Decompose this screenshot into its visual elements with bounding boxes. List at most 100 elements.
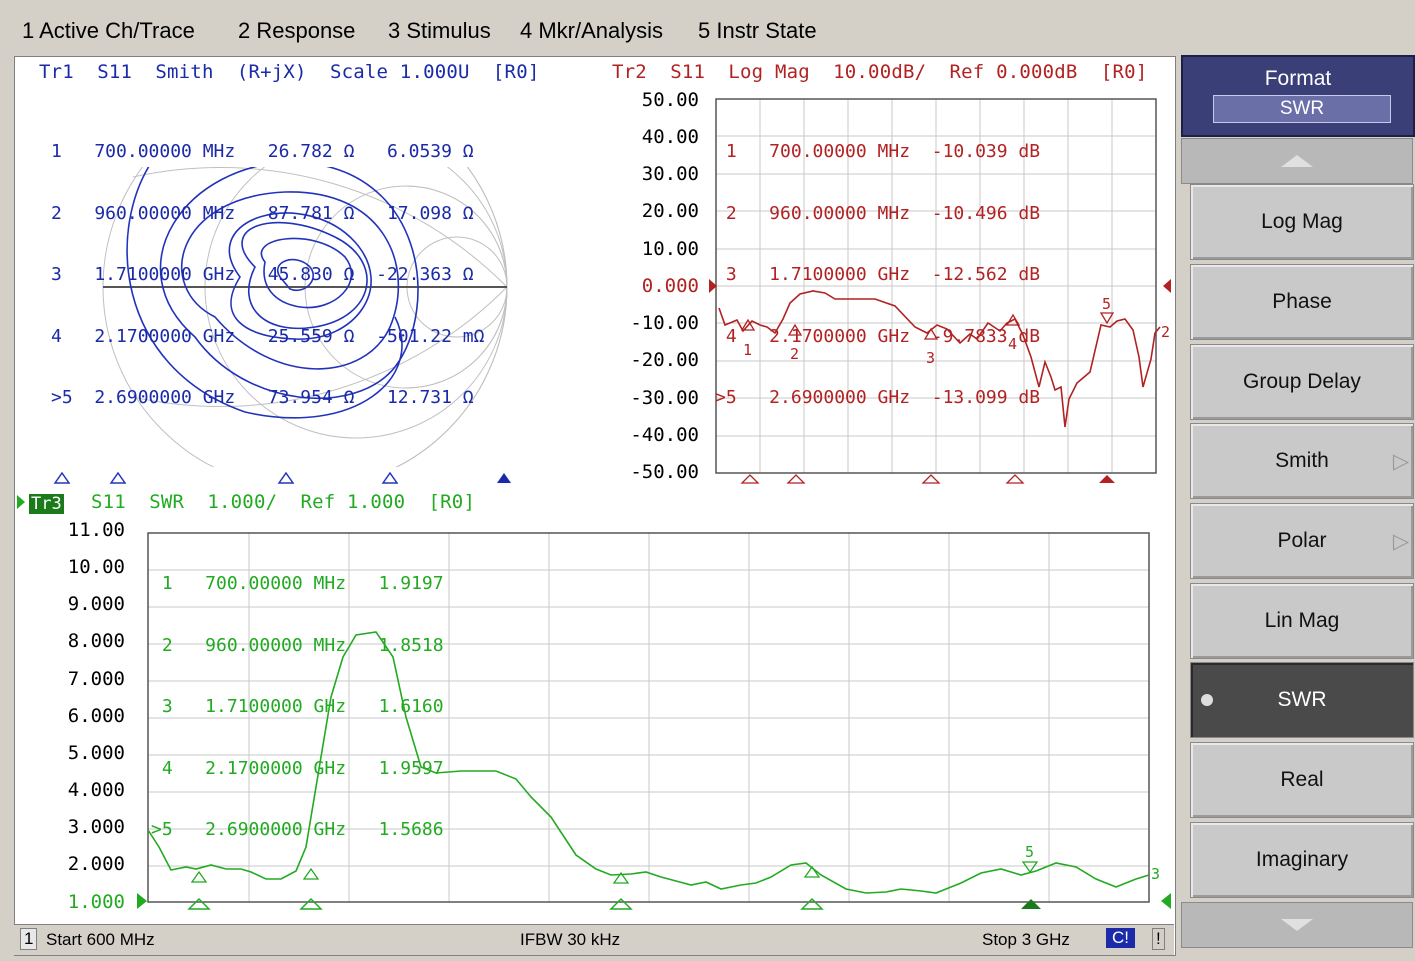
tr2-marker-label-3: 3 (926, 349, 935, 367)
menu-stimulus[interactable]: 3 Stimulus (388, 18, 491, 43)
tr2-marker-5 (1099, 312, 1115, 325)
tr2-ytick: 10.00 (641, 238, 699, 260)
format-menu-header: Format SWR (1181, 55, 1415, 137)
tr3-marker-1 (190, 870, 208, 883)
tr2-marker-label-4: 4 (1008, 335, 1017, 353)
tr2-ref-marker-left (709, 279, 717, 293)
selected-radio-icon (1201, 694, 1213, 706)
tr3-ytick: 6.000 (67, 705, 125, 727)
tr2-trace-end-label: 2 (1161, 323, 1170, 341)
tr1-active-marker-triangle (497, 473, 511, 483)
softkey-real[interactable]: Real (1190, 742, 1414, 818)
channel-number[interactable]: 1 (20, 928, 38, 950)
tr3-ref-marker-left (137, 893, 147, 909)
chevron-up-icon (1281, 155, 1313, 167)
tr2-marker-3 (923, 327, 939, 340)
tr2-marker-row: 2 960.00000 MHz -10.496 dB (715, 202, 1041, 224)
tr2-marker-label-1: 1 (743, 341, 752, 359)
tr1-marker-indicators (53, 471, 511, 484)
softkey-polar[interactable]: Polar ▷ (1190, 503, 1414, 579)
tr2-bottom-active-marker (1099, 475, 1115, 483)
tr3-trace-end-label: 3 (1151, 865, 1160, 883)
tr2-marker-2 (787, 323, 803, 336)
format-current-value: SWR (1213, 95, 1391, 123)
chevron-down-icon (1281, 919, 1313, 931)
menu-instr-state[interactable]: 5 Instr State (698, 18, 817, 43)
tr1-marker-row: 2 960.00000 MHz 87.781 Ω 17.098 Ω (51, 202, 474, 224)
softkey-lin-mag[interactable]: Lin Mag (1190, 583, 1414, 659)
tr3-ref-marker-right (1161, 893, 1171, 909)
menu-active-ch-trace[interactable]: 1 Active Ch/Trace (22, 18, 195, 43)
tr3-ytick: 2.000 (67, 853, 125, 875)
tr3-ytick: 9.000 (67, 593, 125, 615)
tr3-ytick: 11.00 (67, 519, 125, 541)
tr2-bottom-marker (740, 474, 760, 484)
smith-chart (102, 167, 508, 467)
softkey-swr-label: SWR (1277, 688, 1327, 711)
softkey-smith-label: Smith (1275, 449, 1329, 472)
tr3-ytick: 7.000 (67, 668, 125, 690)
scroll-down-button[interactable] (1181, 902, 1413, 948)
tr3-marker-row: 1 700.00000 MHz 1.9197 (151, 573, 444, 594)
tr3-bottom-marker (800, 897, 824, 910)
tr2-ytick: -10.00 (630, 312, 699, 334)
tr2-marker-row: 4 2.1700000 GHz -9.7833 dB (715, 325, 1041, 347)
softkey-imaginary[interactable]: Imaginary (1190, 822, 1414, 898)
tr2-marker-row: 1 700.00000 MHz -10.039 dB (715, 141, 1041, 162)
tr3-marker-3 (612, 871, 630, 884)
menu-response[interactable]: 2 Response (238, 18, 356, 43)
tr3-marker-row: 4 2.1700000 GHz 1.9597 (151, 757, 444, 779)
menu-bar: 1 Active Ch/Trace 2 Response 3 Stimulus … (0, 0, 1415, 52)
tr2-ytick: -20.00 (630, 349, 699, 371)
tr3-bottom-marker (299, 897, 323, 910)
tr1-marker-triangle (53, 471, 71, 484)
tr3-ytick-ref: 1.000 (67, 891, 125, 913)
tr2-ytick: -40.00 (630, 424, 699, 446)
tr3-marker-label-5: 5 (1025, 843, 1034, 861)
tr2-marker-label-2: 2 (790, 345, 799, 363)
tr3-bottom-marker (187, 897, 211, 910)
tr2-ytick-ref: 0.000 (641, 275, 699, 297)
tr1-marker-table: 1 700.00000 MHz 26.782 Ω 6.0539 Ω 2 960.… (51, 101, 484, 450)
ifbw[interactable]: IFBW 30 kHz (520, 930, 621, 949)
tr3-badge[interactable]: Tr3 (29, 494, 64, 514)
tr2-ref-marker-right (1163, 279, 1171, 293)
tr1-marker-triangle (109, 471, 127, 484)
tr3-marker-5 (1021, 861, 1039, 874)
stop-frequency[interactable]: Stop 3 GHz (982, 930, 1070, 949)
warning-indicator: ! (1152, 928, 1165, 950)
tr3-ytick: 5.000 (67, 742, 125, 764)
tr2-ytick: -50.00 (630, 461, 699, 483)
start-frequency[interactable]: Start 600 MHz (46, 930, 155, 949)
softkey-phase[interactable]: Phase (1190, 264, 1414, 340)
tr3-marker-row: 3 1.7100000 GHz 1.6160 (151, 696, 444, 717)
tr1-marker-triangle (277, 471, 295, 484)
menu-mkr-analysis[interactable]: 4 Mkr/Analysis (520, 18, 664, 43)
tr2-ytick: -30.00 (630, 387, 699, 409)
format-title: Format (1264, 67, 1332, 90)
tr1-marker-row: >5 2.6900000 GHz 73.954 Ω 12.731 Ω (51, 387, 474, 408)
tr3-marker-4 (803, 865, 821, 878)
tr2-ytick: 20.00 (641, 200, 699, 222)
softkey-log-mag[interactable]: Log Mag (1190, 184, 1414, 260)
logmag-plot: 1 2 3 4 5 2 (709, 98, 1171, 484)
softkey-smith[interactable]: Smith ▷ (1190, 423, 1414, 499)
submenu-arrow-icon: ▷ (1392, 449, 1409, 473)
softkey-swr[interactable]: SWR (1190, 662, 1414, 738)
measurement-display[interactable]: Tr1 S11 Smith (R+jX) Scale 1.000U [R0] (14, 56, 1176, 956)
tr1-header[interactable]: Tr1 S11 Smith (R+jX) Scale 1.000U [R0] (39, 61, 540, 83)
swr-plot: 5 3 (137, 532, 1171, 910)
softkey-group-delay[interactable]: Group Delay (1190, 344, 1414, 420)
tr3-marker-2 (302, 867, 320, 880)
tr2-marker-1 (740, 318, 756, 331)
softkey-polar-label: Polar (1277, 529, 1327, 552)
tr2-header[interactable]: Tr2 S11 Log Mag 10.00dB/ Ref 0.000dB [R0… (612, 61, 1148, 83)
tr3-ytick: 3.000 (67, 816, 125, 838)
tr3-header[interactable]: S11 SWR 1.000/ Ref 1.000 [R0] (91, 491, 476, 513)
submenu-arrow-icon: ▷ (1392, 529, 1409, 553)
tr2-marker-4 (1005, 313, 1021, 326)
scroll-up-button[interactable] (1181, 138, 1413, 184)
tr2-marker-row: >5 2.6900000 GHz -13.099 dB (715, 387, 1041, 408)
cal-status-badge: C! (1106, 928, 1135, 948)
tr1-marker-row: 1 700.00000 MHz 26.782 Ω 6.0539 Ω (51, 141, 474, 162)
